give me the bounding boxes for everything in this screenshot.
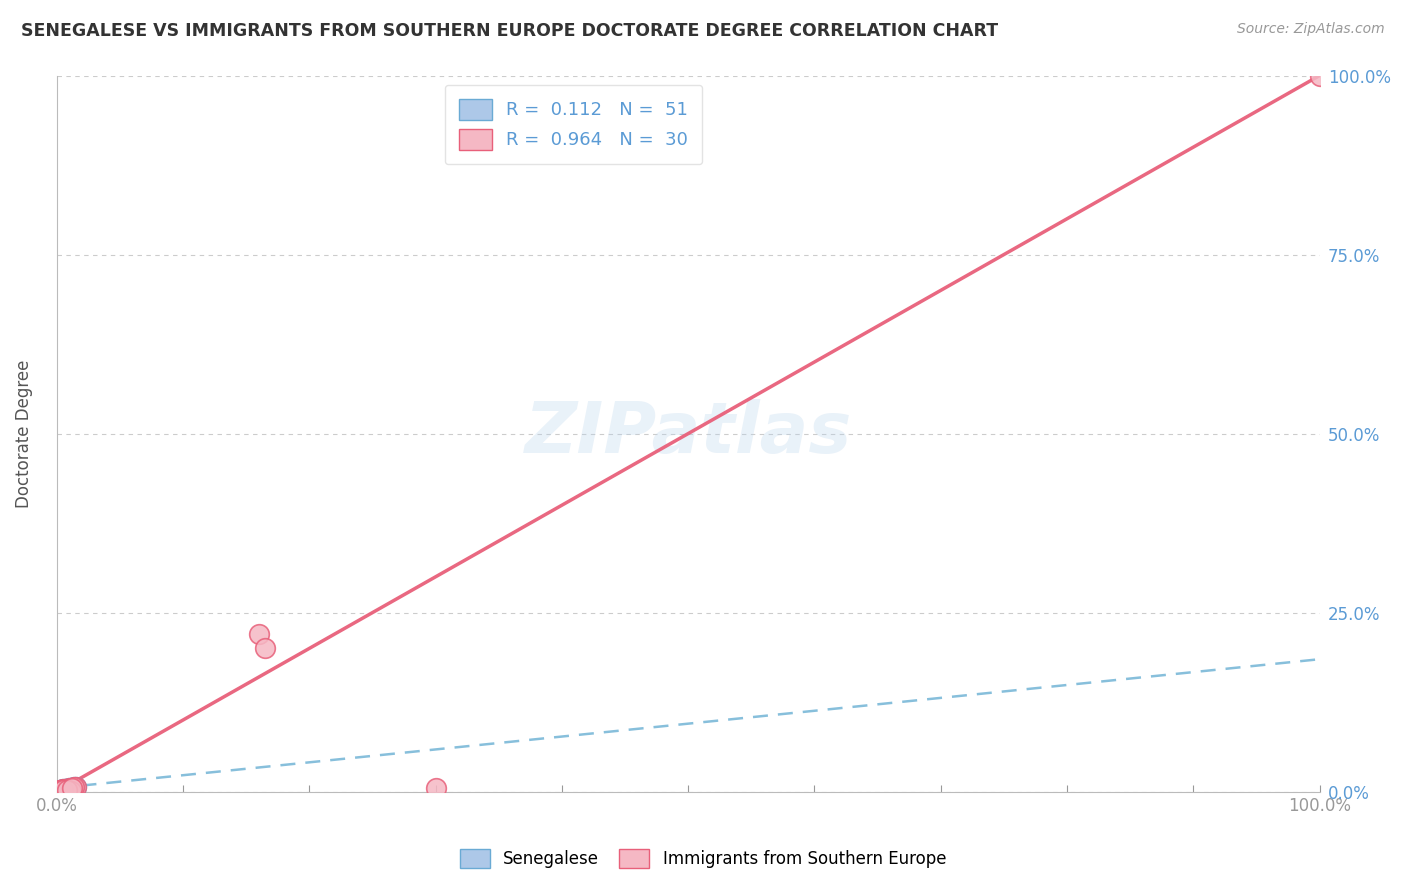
Point [59,781,82,796]
Point [55,783,77,797]
Point [63,780,86,795]
Point [52,783,75,797]
Point [247,627,270,641]
Point [56,782,79,797]
Point [49,783,72,797]
Point [52,782,75,797]
Point [62,781,84,796]
Point [55,781,77,796]
Point [53,784,76,798]
Point [52,782,75,797]
Point [56,782,79,797]
Point [49,783,72,797]
Point [253,641,276,656]
Text: Source: ZipAtlas.com: Source: ZipAtlas.com [1237,22,1385,37]
Point [53,784,76,798]
Point [58,781,80,796]
Point [56,783,79,797]
Point [56,782,79,797]
Point [55,782,77,797]
Point [60,782,83,797]
Point [56,782,79,797]
Point [51,784,73,798]
Point [58,781,80,796]
Point [52,782,75,797]
Point [55,783,77,797]
Point [58,781,80,796]
Point [51,784,73,798]
Point [55,783,77,797]
Point [52,784,75,798]
Point [1309,69,1331,83]
Point [58,781,80,796]
Point [59,784,82,798]
Point [48,784,70,798]
Point [55,784,77,798]
Point [51,784,73,798]
Point [49,784,72,798]
Point [52,781,75,796]
Point [55,782,77,797]
Point [56,783,79,797]
Point [62,781,84,796]
Text: ZIPatlas: ZIPatlas [524,399,852,468]
Point [60,781,83,796]
Point [55,784,77,798]
Point [52,781,75,796]
Point [53,782,76,797]
Point [425,781,447,796]
Point [55,784,77,798]
Point [58,781,80,796]
Point [65,780,87,795]
Point [48,784,70,798]
Point [55,783,77,797]
Legend: Senegalese, Immigrants from Southern Europe: Senegalese, Immigrants from Southern Eur… [453,842,953,875]
Point [51,783,73,797]
Point [63,780,86,795]
Point [55,781,77,796]
Point [55,783,77,797]
Point [60,782,83,797]
Point [49,783,72,797]
Point [65,780,87,795]
Point [53,783,76,797]
Point [59,781,82,796]
Y-axis label: Doctorate Degree: Doctorate Degree [15,359,32,508]
Point [51,784,73,798]
Point [49,784,72,798]
Point [62,781,84,796]
Point [53,784,76,798]
Point [59,781,82,796]
Point [58,781,80,796]
Point [53,782,76,797]
Point [52,784,75,798]
Point [56,782,79,797]
Point [55,782,77,797]
Point [49,783,72,797]
Text: SENEGALESE VS IMMIGRANTS FROM SOUTHERN EUROPE DOCTORATE DEGREE CORRELATION CHART: SENEGALESE VS IMMIGRANTS FROM SOUTHERN E… [21,22,998,40]
Point [55,783,77,797]
Point [60,781,83,796]
Point [53,783,76,797]
Point [55,784,77,798]
Point [60,781,83,796]
Point [55,783,77,797]
Point [59,784,82,798]
Point [52,782,75,797]
Point [51,783,73,797]
Point [59,781,82,796]
Legend: R =  0.112   N =  51, R =  0.964   N =  30: R = 0.112 N = 51, R = 0.964 N = 30 [444,85,702,164]
